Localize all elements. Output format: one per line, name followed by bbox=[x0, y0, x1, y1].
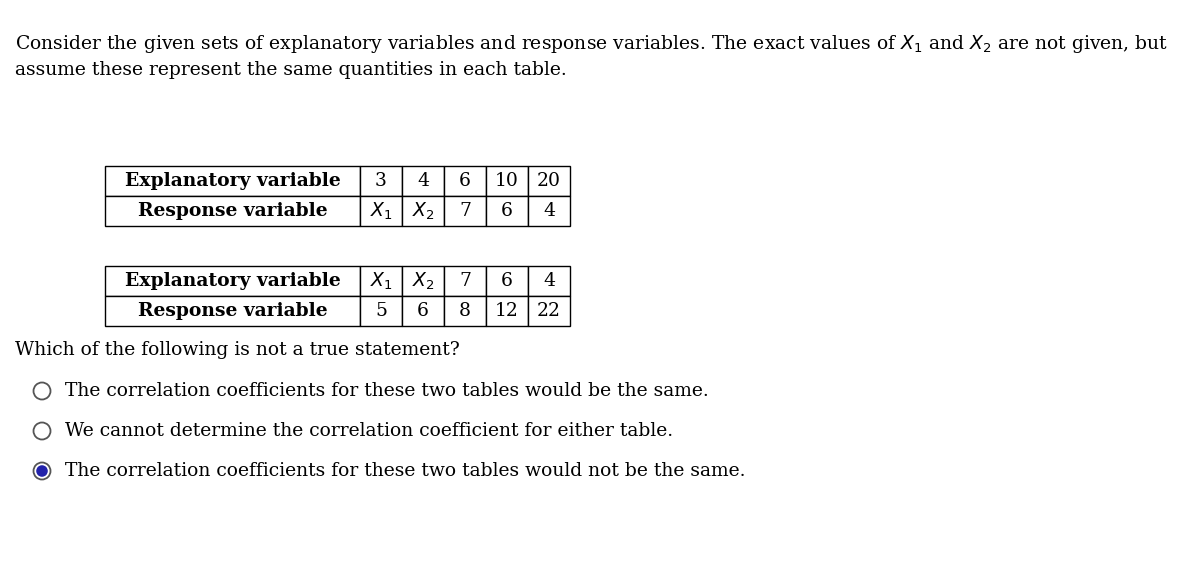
Bar bbox=[402, 166, 444, 196]
Text: 5: 5 bbox=[374, 302, 386, 320]
Text: $X_2$: $X_2$ bbox=[412, 270, 434, 292]
Bar bbox=[486, 166, 528, 196]
Bar bbox=[360, 266, 402, 296]
Text: Explanatory variable: Explanatory variable bbox=[125, 272, 341, 290]
Text: 6: 6 bbox=[460, 172, 470, 190]
Text: Response variable: Response variable bbox=[138, 302, 328, 320]
Text: The correlation coefficients for these two tables would not be the same.: The correlation coefficients for these t… bbox=[65, 462, 745, 480]
Bar bbox=[528, 266, 570, 296]
Text: Response variable: Response variable bbox=[138, 202, 328, 220]
Bar bbox=[486, 266, 528, 296]
Bar bbox=[486, 296, 528, 326]
Bar bbox=[106, 266, 360, 296]
Text: $X_1$: $X_1$ bbox=[370, 200, 392, 222]
Bar bbox=[106, 296, 360, 326]
Text: 3: 3 bbox=[376, 172, 386, 190]
Bar bbox=[402, 266, 444, 296]
Text: $X_2$: $X_2$ bbox=[412, 200, 434, 222]
Bar bbox=[360, 166, 402, 196]
Text: 4: 4 bbox=[542, 272, 554, 290]
Text: Which of the following is not a true statement?: Which of the following is not a true sta… bbox=[14, 341, 460, 359]
Text: 20: 20 bbox=[536, 172, 560, 190]
Text: 4: 4 bbox=[418, 172, 430, 190]
Circle shape bbox=[34, 423, 50, 440]
Text: We cannot determine the correlation coefficient for either table.: We cannot determine the correlation coef… bbox=[65, 422, 673, 440]
Bar bbox=[360, 196, 402, 226]
Text: Consider the given sets of explanatory variables and response variables. The exa: Consider the given sets of explanatory v… bbox=[14, 33, 1169, 55]
Circle shape bbox=[34, 383, 50, 400]
Text: 10: 10 bbox=[496, 172, 518, 190]
Bar bbox=[106, 166, 360, 196]
Text: 8: 8 bbox=[458, 302, 470, 320]
Text: Explanatory variable: Explanatory variable bbox=[125, 172, 341, 190]
Bar bbox=[444, 166, 486, 196]
Bar bbox=[402, 296, 444, 326]
Bar bbox=[106, 196, 360, 226]
Bar bbox=[486, 196, 528, 226]
Bar bbox=[360, 296, 402, 326]
Text: 4: 4 bbox=[542, 202, 554, 220]
Bar bbox=[402, 196, 444, 226]
Circle shape bbox=[34, 463, 50, 480]
Bar bbox=[444, 196, 486, 226]
Text: 22: 22 bbox=[536, 302, 560, 320]
Text: 7: 7 bbox=[458, 202, 470, 220]
Text: The correlation coefficients for these two tables would be the same.: The correlation coefficients for these t… bbox=[65, 382, 709, 400]
Bar bbox=[528, 196, 570, 226]
Text: 6: 6 bbox=[418, 302, 428, 320]
Text: 6: 6 bbox=[502, 202, 512, 220]
Text: assume these represent the same quantities in each table.: assume these represent the same quantiti… bbox=[14, 61, 566, 79]
Bar bbox=[444, 296, 486, 326]
Text: 7: 7 bbox=[458, 272, 470, 290]
Text: $X_1$: $X_1$ bbox=[370, 270, 392, 292]
Text: 6: 6 bbox=[502, 272, 512, 290]
Circle shape bbox=[36, 465, 48, 477]
Bar bbox=[528, 296, 570, 326]
Bar bbox=[444, 266, 486, 296]
Bar bbox=[528, 166, 570, 196]
Text: 12: 12 bbox=[496, 302, 518, 320]
